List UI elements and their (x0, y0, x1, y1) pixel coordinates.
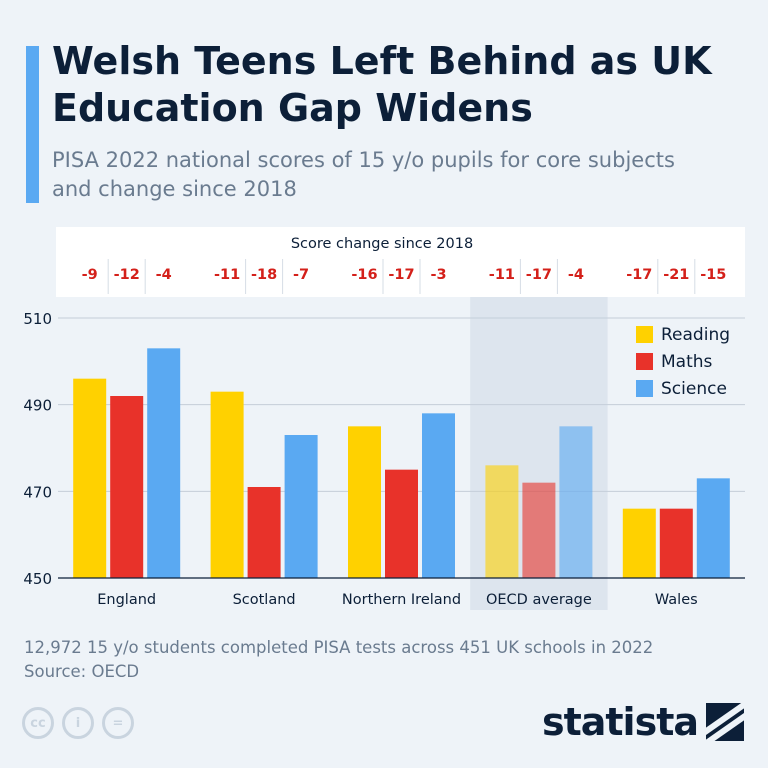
change-label: -4 (568, 267, 584, 283)
bar-maths (659, 508, 693, 578)
change-label: -4 (156, 267, 172, 283)
footnote: 12,972 15 y/o students completed PISA te… (24, 636, 653, 684)
change-label: -17 (626, 267, 652, 283)
bar-science (422, 413, 455, 578)
bar-reading (348, 426, 381, 578)
y-tick-label: 470 (23, 483, 52, 501)
legend-swatch (636, 380, 653, 397)
bar-maths (247, 487, 281, 578)
title-accent-bar (26, 46, 39, 203)
bar-science (147, 348, 181, 578)
legend-swatch (636, 353, 653, 370)
bar-reading (622, 508, 656, 578)
brand-mark-icon (706, 703, 744, 741)
change-panel-header: Score change since 2018 (291, 236, 473, 252)
x-category-label: Scotland (233, 592, 296, 608)
legend-label: Reading (661, 325, 730, 345)
change-label: -11 (214, 267, 240, 283)
change-label: -16 (351, 267, 377, 283)
bar-chart: 450 470 490 510 Score change since 2018 -9 -12… (23, 227, 745, 610)
bar-science (696, 478, 730, 578)
change-label: -17 (388, 267, 414, 283)
bar-maths (110, 396, 144, 578)
change-label: -12 (114, 267, 140, 283)
x-category-label: England (97, 592, 156, 608)
creative-commons-icon[interactable]: cc (22, 707, 54, 739)
change-label: -21 (663, 267, 689, 283)
bar-science (284, 435, 318, 578)
y-tick-label: 450 (23, 570, 52, 588)
bar-maths (522, 482, 556, 578)
change-label: -11 (489, 267, 515, 283)
brand-wordmark: statista (541, 700, 699, 744)
bar-maths (385, 469, 418, 578)
license-icons: cc i = (22, 707, 134, 739)
x-category-label: Northern Ireland (342, 592, 461, 608)
x-category-label: Wales (655, 592, 698, 608)
change-panel (56, 227, 745, 297)
bar-reading (73, 378, 107, 578)
chart-subtitle: PISA 2022 national scores of 15 y/o pupi… (52, 148, 675, 201)
no-derivatives-icon[interactable]: = (102, 707, 134, 739)
x-category-label: OECD average (486, 592, 592, 608)
statista-logo[interactable]: statista (542, 700, 744, 744)
footnote-source: Source: OECD (24, 662, 140, 681)
chart-title: Welsh Teens Left Behind as UK Education … (52, 39, 712, 130)
y-tick-label: 490 (23, 397, 52, 415)
change-label: -17 (526, 267, 552, 283)
legend-swatch (636, 326, 653, 343)
attribution-icon[interactable]: i (62, 707, 94, 739)
change-label: -18 (251, 267, 277, 283)
footnote-note: 12,972 15 y/o students completed PISA te… (24, 638, 654, 657)
bar-reading (210, 391, 244, 578)
change-label: -7 (293, 267, 309, 283)
legend-label: Science (661, 379, 727, 399)
bar-reading (485, 465, 519, 578)
y-tick-label: 510 (23, 310, 52, 328)
legend-label: Maths (661, 352, 713, 372)
bar-science (559, 426, 593, 578)
change-label: -9 (82, 267, 98, 283)
change-label: -15 (700, 267, 726, 283)
change-label: -3 (430, 267, 446, 283)
